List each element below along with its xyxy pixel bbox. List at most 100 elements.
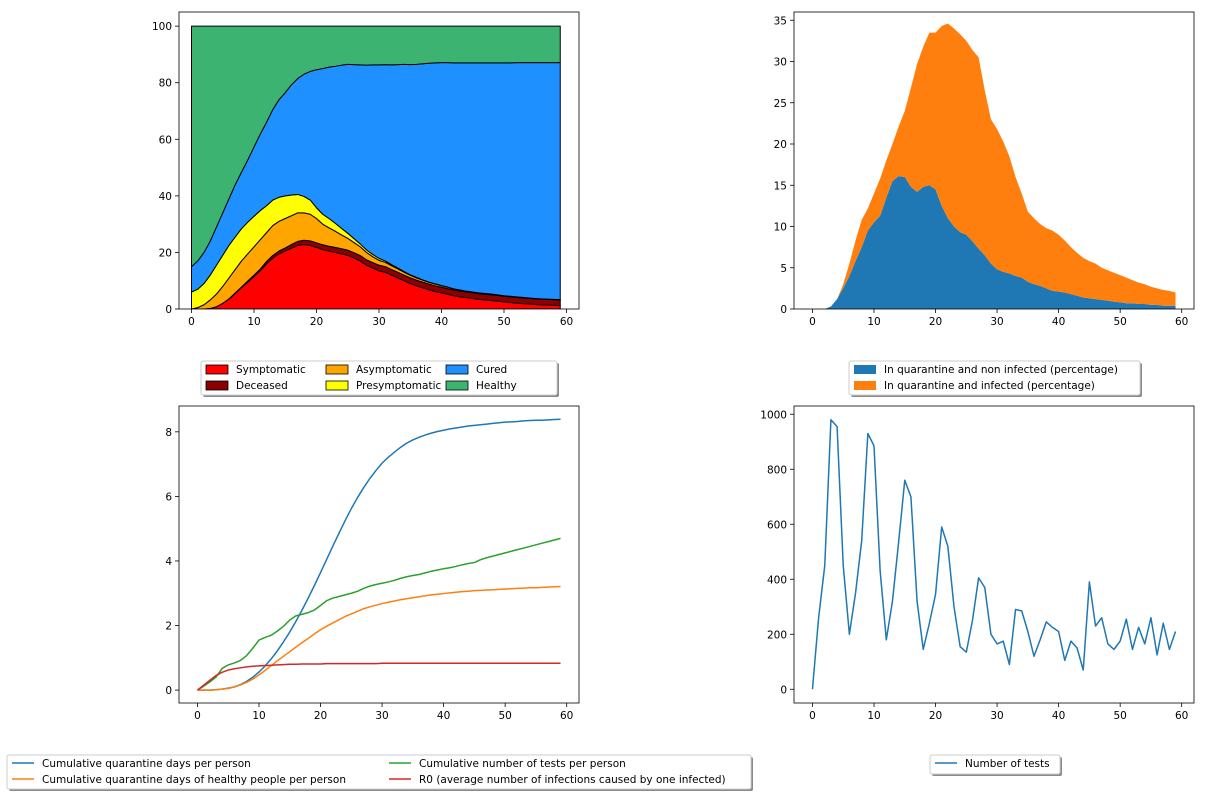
legend-item: In quarantine and non infected (percenta…: [854, 364, 1118, 376]
legend-swatch: [445, 380, 469, 391]
legend-item: Deceased: [205, 380, 288, 392]
legend-item: Healthy: [445, 380, 517, 392]
legend-item: Cured: [445, 364, 507, 376]
y-tick-label: 0: [780, 304, 787, 316]
y-tick-label: 400: [767, 574, 787, 586]
legend-label: In quarantine and infected (percentage): [884, 380, 1095, 392]
area-in-quarantine-and-non-infected-percentage-: [824, 176, 1176, 309]
legend-label: Cured: [476, 364, 507, 376]
x-tick-label: 60: [560, 710, 573, 722]
y-tick-label: 200: [767, 629, 787, 641]
legend-item: Cumulative number of tests per person: [389, 758, 626, 770]
legend-swatch: [445, 364, 469, 375]
legend-swatch: [854, 381, 876, 390]
x-tick-label: 20: [929, 316, 942, 328]
x-tick-label: 0: [809, 710, 816, 722]
x-tick-label: 50: [1113, 710, 1126, 722]
y-tick-label: 40: [159, 191, 172, 203]
x-tick-label: 40: [1052, 316, 1065, 328]
x-tick-label: 50: [1113, 316, 1126, 328]
legend-swatch: [854, 365, 876, 374]
y-tick-label: 6: [165, 491, 172, 503]
chart3-plot: 0 10 20 30 40 50 60 0 2 4 6 8: [165, 405, 580, 722]
y-tick-label: 8: [165, 427, 172, 439]
y-tick-label: 2: [165, 621, 172, 633]
x-tick-label: 30: [375, 710, 388, 722]
y-tick-label: 600: [767, 519, 787, 531]
chart2-legend: In quarantine and non infected (percenta…: [848, 360, 1142, 397]
legend-item: Cumulative quarantine days of healthy pe…: [12, 774, 346, 786]
x-tick-label: 60: [1175, 710, 1188, 722]
y-tick-label: 1000: [760, 409, 787, 421]
x-tick-label: 30: [372, 316, 385, 328]
x-tick-label: 50: [498, 710, 511, 722]
y-tick-label: 0: [780, 684, 787, 696]
y-tick-label: 25: [774, 98, 787, 110]
legend-item: Symptomatic: [205, 364, 306, 376]
x-tick-label: 40: [435, 316, 448, 328]
legend-label: In quarantine and non infected (percenta…: [884, 364, 1118, 376]
x-tick-label: 20: [314, 710, 327, 722]
chart4-marks: [811, 419, 1177, 690]
line-cumulative-number-of-tests-per-person: [197, 537, 561, 691]
legend-item: In quarantine and infected (percentage): [854, 380, 1095, 392]
legend-label: Presymptomatic: [356, 380, 442, 392]
y-tick-label: 4: [165, 556, 172, 568]
area-healthy: [191, 25, 561, 268]
area-in-quarantine-and-infected-percentage-: [824, 23, 1176, 309]
x-tick-label: 50: [497, 316, 510, 328]
legend-label: Number of tests: [965, 758, 1050, 770]
chart2-plot: 0 10 20 30 40 50 60 0 5 10 15 20 25 30 35: [774, 11, 1195, 328]
y-tick-label: 15: [774, 180, 787, 192]
x-tick-label: 10: [867, 710, 880, 722]
x-tick-label: 30: [990, 316, 1003, 328]
line-r0-average-number-of-infections-caused-b: [196, 662, 561, 691]
x-tick-label: 0: [188, 316, 195, 328]
x-tick-label: 10: [252, 710, 265, 722]
legend-label: Asymptomatic: [356, 364, 432, 376]
x-tick-label: 20: [929, 710, 942, 722]
chart2-axes-frame: [793, 11, 1195, 310]
line-cumulative-quarantine-days-of-healthy-pe: [197, 585, 561, 691]
x-tick-label: 40: [437, 710, 450, 722]
chart1-marks: [191, 25, 561, 309]
chart4-axes-frame: [793, 405, 1195, 704]
y-tick-label: 100: [152, 21, 172, 33]
y-tick-label: 10: [774, 222, 787, 234]
chart3-axes-frame: [178, 405, 580, 704]
legend-label: Cumulative quarantine days per person: [42, 758, 251, 770]
x-tick-label: 60: [1175, 316, 1188, 328]
legend-item: Presymptomatic: [325, 380, 442, 392]
x-tick-label: 60: [560, 316, 573, 328]
legend-label: Deceased: [236, 380, 288, 392]
legend-item: R0 (average number of infections caused …: [389, 774, 726, 786]
y-tick-label: 60: [159, 134, 172, 146]
legend-label: Symptomatic: [236, 364, 306, 376]
y-tick-label: 20: [774, 139, 787, 151]
y-tick-label: 0: [165, 685, 172, 697]
y-tick-label: 80: [159, 78, 172, 90]
legend-swatch: [205, 380, 229, 391]
x-tick-label: 10: [867, 316, 880, 328]
chart1-legend: Symptomatic Deceased Asymptomatic Presympto…: [200, 360, 559, 397]
x-tick-label: 20: [310, 316, 323, 328]
x-tick-label: 40: [1052, 710, 1065, 722]
legend-box: [848, 360, 1141, 396]
line-number-of-tests: [811, 419, 1177, 690]
legend-label: Healthy: [476, 380, 517, 392]
chart2-marks: [824, 23, 1176, 309]
legend-swatch: [205, 364, 229, 375]
y-tick-label: 35: [774, 15, 787, 27]
y-tick-label: 5: [780, 263, 787, 275]
chart1-plot: 0 10 20 30 40 50 60 0 20 40 60 80 100: [152, 11, 580, 328]
x-tick-label: 0: [194, 710, 201, 722]
legend-box: [929, 754, 1061, 775]
y-tick-label: 20: [159, 247, 172, 259]
chart3-legend: Cumulative quarantine days per person Cum…: [6, 754, 753, 791]
y-tick-label: 800: [767, 464, 787, 476]
x-tick-label: 0: [809, 316, 816, 328]
x-tick-label: 10: [247, 316, 260, 328]
legend-label: Cumulative quarantine days of healthy pe…: [42, 774, 346, 786]
